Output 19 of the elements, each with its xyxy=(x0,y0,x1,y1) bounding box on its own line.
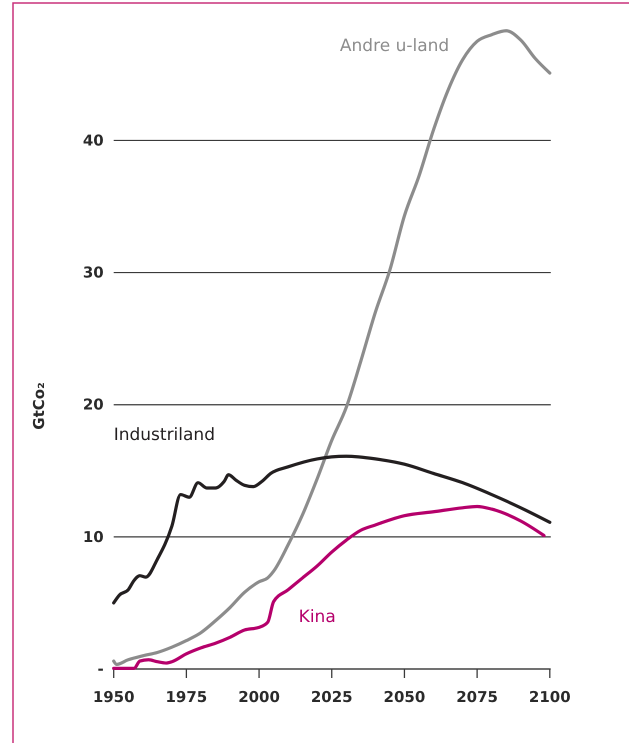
y-tick-label: 20 xyxy=(82,396,104,414)
x-tick-label: 2050 xyxy=(384,688,426,706)
y-tick-label: 40 xyxy=(82,131,104,150)
x-tick-label: 1975 xyxy=(166,688,208,706)
line-series xyxy=(112,454,552,605)
y-tick-label: 30 xyxy=(82,264,104,282)
y-tick-label: 10 xyxy=(82,528,104,546)
x-tick-label: 2025 xyxy=(310,688,353,706)
x-tick-label: 1950 xyxy=(92,688,135,706)
series-label: Andre u-land xyxy=(340,36,450,56)
y-tick-label: - xyxy=(97,660,104,678)
line-series xyxy=(112,504,546,670)
y-axis-title: GtCo₂ xyxy=(30,382,48,430)
x-tick-label: 2000 xyxy=(238,688,280,706)
x-tick-label: 2075 xyxy=(456,688,498,706)
line-series xyxy=(112,29,552,666)
series-label: Industriland xyxy=(114,424,215,445)
series-label: Kina xyxy=(298,606,336,627)
x-tick-label: 2100 xyxy=(528,688,571,706)
